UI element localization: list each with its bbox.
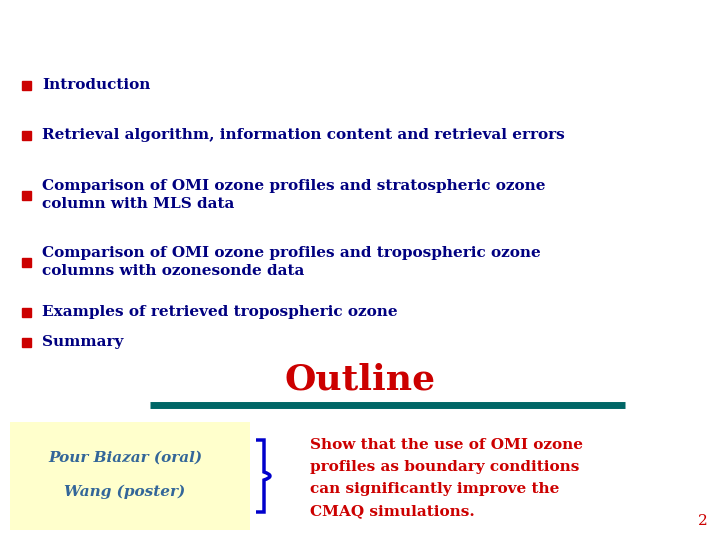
Text: Retrieval algorithm, information content and retrieval errors: Retrieval algorithm, information content… [42,128,564,142]
Text: Wang (poster): Wang (poster) [64,485,186,499]
Text: Examples of retrieved tropospheric ozone: Examples of retrieved tropospheric ozone [42,305,397,319]
Bar [22,307,31,316]
Bar [22,338,31,347]
Text: CMAQ simulations.: CMAQ simulations. [310,504,474,518]
Text: can significantly improve the: can significantly improve the [310,482,559,496]
Bar [10,422,250,530]
Text: Show that the use of OMI ozone: Show that the use of OMI ozone [310,438,583,452]
Text: Comparison of OMI ozone profiles and stratospheric ozone
column with MLS data: Comparison of OMI ozone profiles and str… [42,179,546,211]
Text: Comparison of OMI ozone profiles and tropospheric ozone
columns with ozonesonde : Comparison of OMI ozone profiles and tro… [42,246,541,278]
Text: 2: 2 [698,514,708,528]
Bar [22,258,31,267]
Text: Outline: Outline [284,363,436,397]
Bar [22,131,31,139]
Text: Introduction: Introduction [42,78,150,92]
Text: Pour Biazar (oral): Pour Biazar (oral) [48,451,202,465]
Bar [22,191,31,199]
Text: profiles as boundary conditions: profiles as boundary conditions [310,460,580,474]
Bar [22,80,31,90]
Text: Summary: Summary [42,335,123,349]
